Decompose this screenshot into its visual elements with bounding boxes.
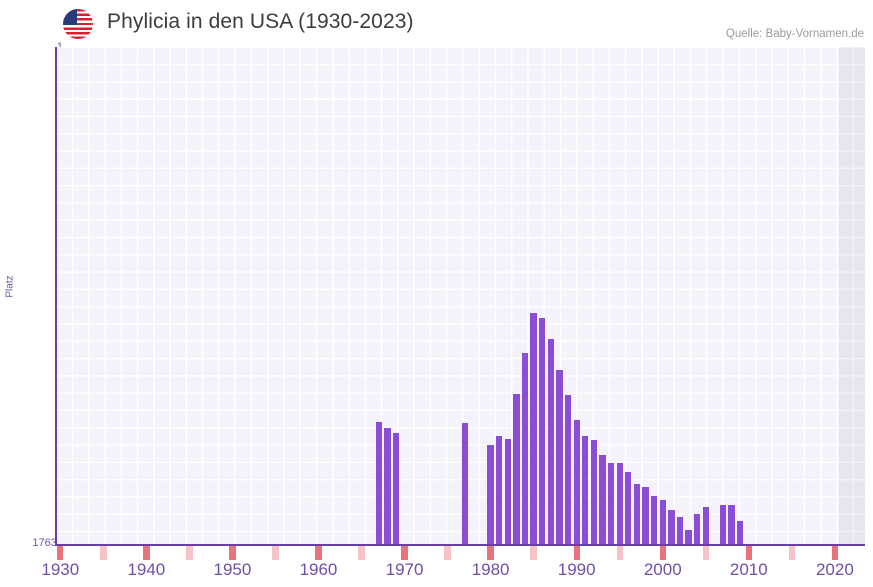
x-axis-tick-1990: 1990 [557,560,596,579]
bar-1997[interactable] [633,484,641,545]
x-axis-tick-1980: 1980 [471,560,510,579]
chart-header: Phylicia in den USA (1930-2023) Quelle: … [0,0,873,47]
bar-2008[interactable] [728,505,735,545]
decade-tick-strip [56,546,865,560]
bar-1992[interactable] [590,440,598,545]
bar-2001[interactable] [668,510,675,545]
us-flag-icon [63,9,93,39]
bar-1969[interactable] [392,433,400,545]
x-axis-tick-1930: 1930 [41,560,80,579]
x-axis-tick-2020: 2020 [815,560,854,579]
x-axis-tick-1940: 1940 [127,560,166,579]
bar-2007[interactable] [719,505,727,545]
bar-1984[interactable] [521,353,529,545]
decade-tick-1990 [573,546,580,560]
decade-tick-1965 [358,546,365,560]
decade-tick-1995 [616,546,623,560]
bar-1968[interactable] [384,428,391,545]
bar-1999[interactable] [650,496,658,545]
bar-1995[interactable] [616,463,623,545]
x-axis-tick-2000: 2000 [643,560,682,579]
decade-tick-2010 [745,546,752,560]
bar-2004[interactable] [693,514,701,545]
decade-tick-1970 [401,546,408,560]
bar-1981[interactable] [496,436,503,545]
source-credit: Quelle: Baby-Vornamen.de [725,28,864,40]
x-axis-line [55,544,865,546]
decade-tick-2015 [788,546,796,560]
bar-1990[interactable] [573,420,580,545]
page-title: Phylicia in den USA (1930-2023) [107,10,414,33]
decade-tick-1940 [143,546,150,560]
no-data-region [839,47,865,545]
plot-area [56,47,865,545]
decade-tick-1930 [57,546,64,560]
decade-tick-1975 [444,546,451,560]
bar-1994[interactable] [607,463,615,545]
decade-tick-1960 [315,546,322,560]
bar-2002[interactable] [676,517,684,545]
bar-1986[interactable] [539,318,546,545]
x-axis-tick-1950: 1950 [213,560,252,579]
decade-tick-1955 [272,546,279,560]
bar-1988[interactable] [556,370,563,545]
decade-tick-1980 [487,546,494,560]
decade-tick-1935 [100,546,107,560]
bar-1998[interactable] [642,487,649,545]
decade-tick-2000 [659,546,666,560]
x-axis-tick-1960: 1960 [299,560,338,579]
bar-1980[interactable] [487,445,494,545]
bar-1985[interactable] [530,313,537,545]
decade-tick-2005 [702,546,709,560]
bar-2000[interactable] [659,500,666,545]
bar-1977[interactable] [461,423,468,545]
bar-1989[interactable] [564,395,572,545]
decade-tick-1950 [229,546,236,560]
bar-1987[interactable] [547,339,555,545]
bar-1982[interactable] [504,439,511,545]
x-axis-tick-labels: 1930 1940 1950 1960 1970 1980 1990 2000 2010 2020 [0,560,873,587]
decade-tick-2020 [831,546,839,560]
y-axis-line [55,47,57,546]
bar-1996[interactable] [625,472,632,545]
bar-2009[interactable] [737,521,744,545]
bar-1993[interactable] [599,455,606,545]
decade-tick-1945 [186,546,193,560]
bar-2003[interactable] [685,530,692,545]
bar-1983[interactable] [513,394,520,545]
bar-1991[interactable] [582,436,589,545]
decade-tick-1985 [530,546,537,560]
bar-2005[interactable] [702,507,709,545]
x-axis-tick-1970: 1970 [385,560,424,579]
bar-1967[interactable] [375,422,382,545]
y-axis-label: Platz [4,275,16,298]
x-axis-tick-2010: 2010 [729,560,768,579]
